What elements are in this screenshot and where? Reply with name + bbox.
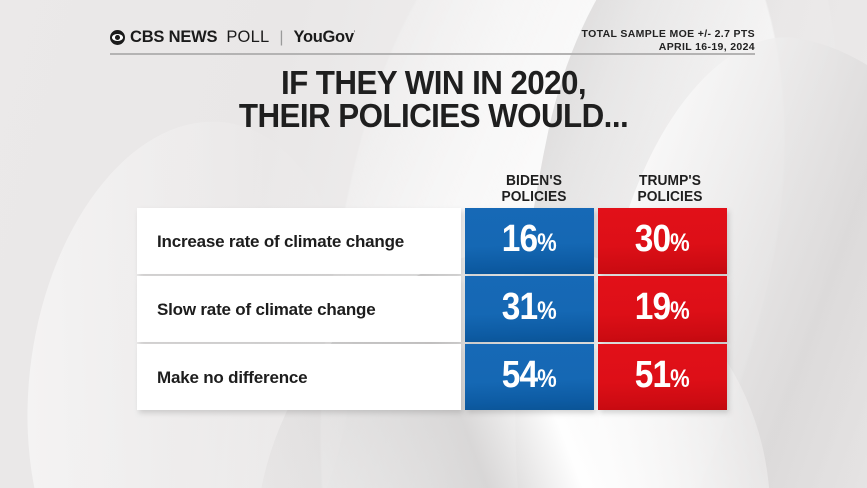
percent-sign: %: [537, 365, 558, 393]
value-trump-number: 30: [635, 218, 671, 260]
value-trump-number: 51: [635, 354, 671, 396]
yougov-trademark-icon: ’: [353, 30, 356, 38]
value-cell-biden: 31%: [464, 276, 594, 342]
column-header-trump-line-1: TRUMP'S: [638, 173, 702, 189]
value-trump-number: 19: [635, 286, 671, 328]
table-row: Increase rate of climate change 16% 30%: [137, 208, 727, 274]
percent-sign: %: [670, 365, 691, 393]
value-cell-biden: 16%: [464, 208, 594, 274]
brand-lockup: CBS NEWS POLL | YouGov’: [110, 27, 755, 48]
percent-sign: %: [537, 297, 558, 325]
value-biden: 31%: [502, 288, 557, 330]
column-headers: BIDEN'S POLICIES TRUMP'S POLICIES: [467, 173, 737, 205]
poll-dates: APRIL 16-19, 2024: [658, 41, 755, 53]
value-trump: 30%: [635, 220, 690, 262]
value-biden-number: 54: [502, 354, 538, 396]
percent-sign: %: [537, 229, 558, 257]
cbs-news-label: CBS NEWS: [130, 28, 218, 46]
value-cell-biden: 54%: [464, 344, 594, 410]
margin-of-error: TOTAL SAMPLE MOE +/- 2.7 PTS: [581, 28, 755, 40]
yougov-label: YouGov’: [293, 28, 355, 47]
row-label: Slow rate of climate change: [137, 276, 461, 342]
brand-divider: |: [279, 28, 284, 46]
column-header-biden-line-2: POLICIES: [501, 188, 567, 205]
value-biden-number: 31: [502, 286, 538, 328]
results-table: Increase rate of climate change 16% 30% …: [137, 208, 727, 410]
header: CBS NEWS POLL | YouGov’ TOTAL SAMPLE MOE…: [110, 27, 755, 57]
poll-meta: TOTAL SAMPLE MOE +/- 2.7 PTS APRIL 16-19…: [582, 28, 755, 54]
percent-sign: %: [670, 297, 691, 325]
column-header-trump-line-2: POLICIES: [637, 188, 703, 205]
yougov-text: YouGov: [293, 28, 354, 46]
header-divider: [110, 53, 755, 55]
value-cell-trump: 51%: [597, 344, 727, 410]
row-label: Increase rate of climate change: [137, 208, 461, 274]
value-trump: 19%: [635, 288, 690, 330]
table-row: Make no difference 54% 51%: [137, 344, 727, 410]
poll-label: POLL: [226, 28, 270, 46]
value-biden: 54%: [502, 356, 557, 398]
value-cell-trump: 19%: [597, 276, 727, 342]
cbs-eye-icon: [110, 30, 125, 45]
column-header-biden: BIDEN'S POLICIES: [470, 173, 597, 205]
column-header-trump: TRUMP'S POLICIES: [606, 173, 733, 205]
percent-sign: %: [670, 229, 691, 257]
value-biden-number: 16: [502, 218, 538, 260]
row-label: Make no difference: [137, 344, 461, 410]
page-title: IF THEY WIN IN 2020, THEIR POLICIES WOUL…: [22, 66, 846, 132]
column-header-biden-line-1: BIDEN'S: [506, 173, 562, 189]
table-row: Slow rate of climate change 31% 19%: [137, 276, 727, 342]
title-line-2: THEIR POLICIES WOULD...: [238, 97, 629, 134]
title-line-1: IF THEY WIN IN 2020,: [280, 64, 587, 101]
value-trump: 51%: [635, 356, 690, 398]
value-biden: 16%: [502, 220, 557, 262]
value-cell-trump: 30%: [597, 208, 727, 274]
